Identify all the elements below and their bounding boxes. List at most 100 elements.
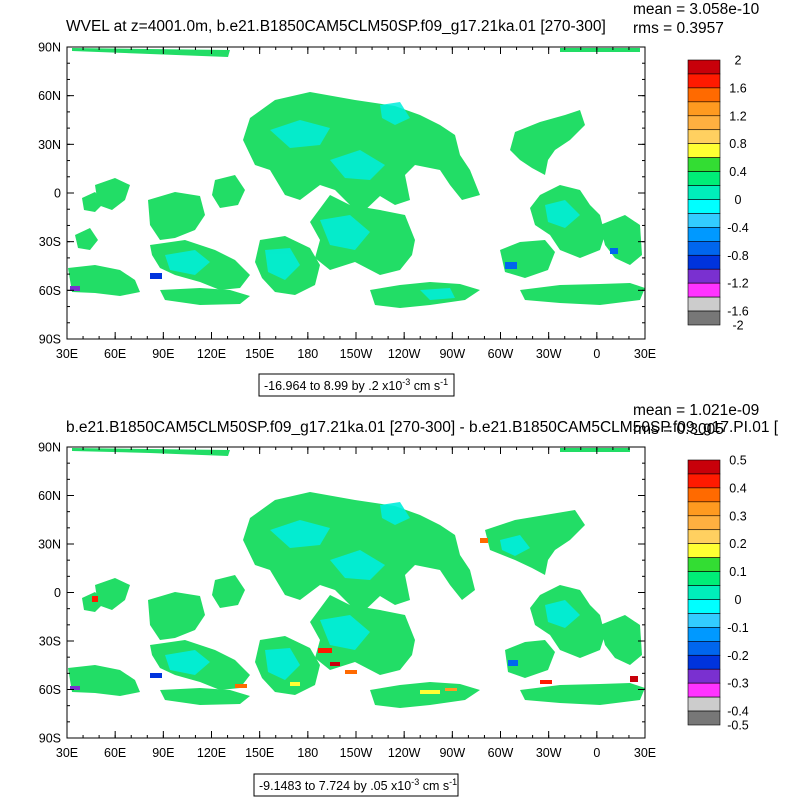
lat-label: 0: [54, 187, 61, 201]
colorbar-swatch: [687, 101, 721, 117]
lat-label: 30S: [39, 235, 61, 249]
lon-label: 60W: [488, 746, 514, 760]
lat-label: 60N: [38, 489, 61, 503]
colorbar-swatch: [687, 585, 721, 600]
lon-label: 60E: [104, 746, 126, 760]
panel-title: WVEL at z=4001.0m, b.e21.B1850CAM5CLM50S…: [66, 18, 606, 35]
colorbar-swatch: [687, 599, 721, 614]
colorbar-label: -0.1: [727, 621, 749, 635]
range-units-exponent: -1: [449, 777, 457, 787]
colorbar-swatch: [687, 627, 721, 642]
lon-label: 0: [593, 347, 600, 361]
north-atlantic: [485, 510, 585, 575]
lat-label: 60S: [39, 683, 61, 697]
colorbar-swatch: [687, 613, 721, 628]
panel-top: WVEL at z=4001.0m, b.e21.B1850CAM5CLM50S…: [38, 1, 760, 397]
indian-east: [160, 288, 250, 305]
lon-label: 30E: [56, 746, 78, 760]
colorbar-swatch: [687, 213, 721, 228]
north-atlantic: [510, 110, 585, 175]
colorbar-label: 0.1: [729, 565, 746, 579]
arctic-strip-east: [560, 48, 640, 52]
colorbar-swatch: [687, 241, 721, 256]
mean-text: mean = 1.021e-09: [633, 402, 759, 419]
lon-label: 90W: [439, 347, 465, 361]
colorbar-label: -0.3: [727, 677, 749, 691]
colorbar-swatch: [687, 254, 721, 270]
lon-label: 90E: [152, 746, 174, 760]
range-box: -9.1483 to 7.724 by .05 x10-3 cm s-1: [253, 773, 459, 797]
lon-label: 150E: [245, 746, 274, 760]
colorbar-label: -1.2: [727, 277, 749, 291]
lon-label: 180: [297, 746, 318, 760]
colorbar-swatch: [687, 668, 721, 684]
colorbar-label: 0: [735, 193, 742, 207]
lon-label: 60E: [104, 347, 126, 361]
colorbar-swatch: [687, 473, 721, 489]
colorbar-swatch: [687, 185, 721, 200]
colorbar-swatch: [687, 227, 721, 242]
colorbar-label: -2: [732, 319, 743, 333]
lon-label: 30W: [536, 347, 562, 361]
colorbar-swatch: [687, 115, 721, 131]
colorbar-label: 2: [735, 54, 742, 68]
indian-southwest: [68, 665, 140, 696]
lon-label: 120W: [388, 746, 421, 760]
cyan-speckle: [165, 102, 580, 300]
arctic-strip: [72, 448, 230, 456]
range-units: cm s: [419, 779, 449, 793]
colorbar-swatch: [687, 710, 721, 726]
lat-label: 90S: [39, 333, 61, 347]
colorbar-swatch: [687, 654, 721, 670]
pacific-west: [212, 175, 245, 208]
range-exponent: -3: [402, 377, 410, 387]
lat-label: 90N: [38, 441, 61, 455]
pacific-west: [212, 575, 245, 608]
south-atlantic-blob: [505, 640, 555, 678]
lat-label: 30N: [38, 138, 61, 152]
colorbar-swatch: [687, 282, 721, 298]
panel-title: b.e21.B1850CAM5CLM50SP.f09_g17.21ka.01 […: [66, 419, 779, 436]
lon-label: 150W: [340, 347, 373, 361]
lon-label: 90E: [152, 347, 174, 361]
lat-label: 30N: [38, 538, 61, 552]
lon-label: 60W: [488, 347, 514, 361]
cyan-speckle: [165, 502, 580, 680]
lon-label: 150E: [245, 347, 274, 361]
panel-bottom: b.e21.B1850CAM5CLM50SP.f09_g17.21ka.01 […: [38, 402, 779, 797]
lon-label: 30E: [56, 347, 78, 361]
colorbar-label: 0: [735, 593, 742, 607]
colorbar-swatch: [687, 59, 721, 75]
colorbar-label: 1.6: [729, 81, 746, 95]
colorbar-label: -0.4: [727, 221, 749, 235]
colorbar-label: 1.2: [729, 109, 746, 123]
lat-label: 0: [54, 586, 61, 600]
rms-text: rms = 0.3005: [633, 421, 724, 438]
colorbar-swatch: [687, 199, 721, 214]
indian-southwest: [68, 265, 140, 296]
colorbar-swatch: [687, 571, 721, 586]
west-indian-small: [75, 228, 98, 250]
colorbar-swatch: [687, 529, 721, 544]
colorbar-swatch: [687, 157, 721, 172]
colorbar-label: 0.3: [729, 509, 746, 523]
lon-label: 120E: [197, 347, 226, 361]
lon-label: 30E: [634, 746, 656, 760]
range-units: cm s: [410, 379, 440, 393]
colorbar-swatch: [687, 501, 721, 517]
colorbar-swatch: [687, 487, 721, 503]
lat-label: 90S: [39, 732, 61, 746]
colorbar-label: 0.8: [729, 137, 746, 151]
range-exponent: -3: [411, 777, 419, 787]
colorbar: 2 1.6 1.2 0.8 0.4 0 -0.4 -0.8 -1.2 -1.6-2: [687, 54, 749, 333]
map-area: [67, 47, 645, 339]
map-area: [67, 447, 645, 738]
colorbar-label: -0.5: [727, 719, 749, 733]
lon-axis: 30E 60E 90E 120E 150E 180 150W 120W 90W 60W 30W 0 30…: [56, 447, 656, 760]
lat-axis: 90N 60N 30N 0 30S 60S 90S: [38, 441, 645, 746]
colorbar-swatch: [687, 459, 721, 475]
lon-label: 120E: [197, 746, 226, 760]
colorbar-label: 0.2: [729, 537, 746, 551]
range-text: -9.1483 to 7.724 by .05 x10: [259, 779, 411, 793]
colorbar-label: 0.4: [729, 481, 746, 495]
